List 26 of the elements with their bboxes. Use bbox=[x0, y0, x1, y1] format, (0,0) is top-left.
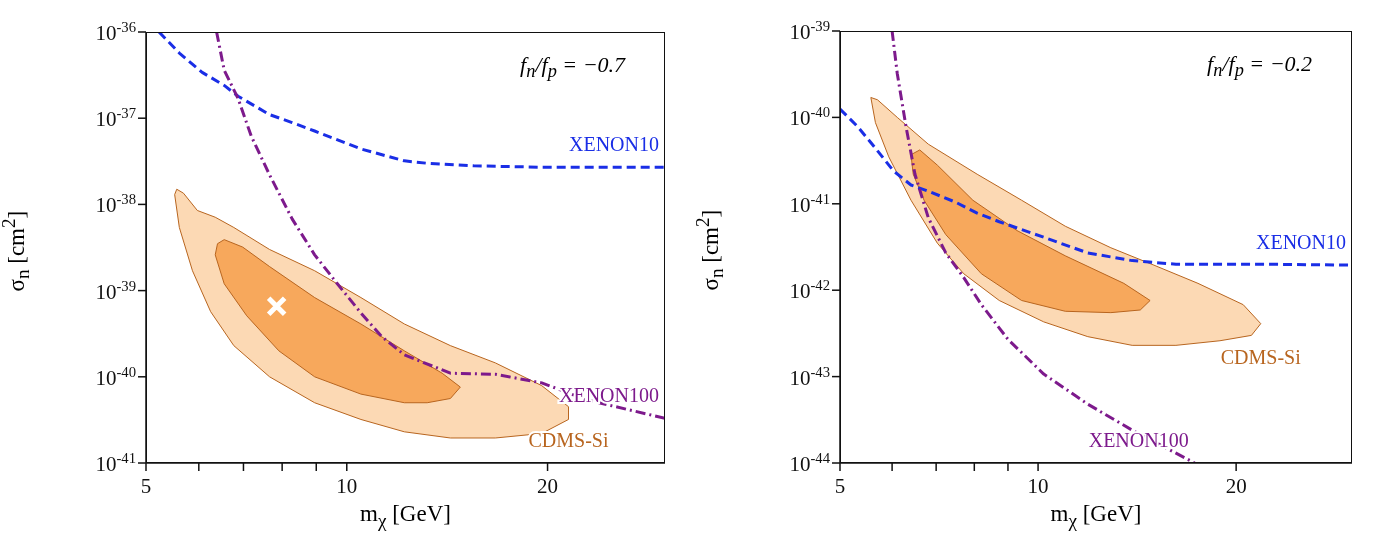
x-tick-label: 5 bbox=[834, 474, 846, 498]
x-tick-label: 5 bbox=[140, 474, 152, 498]
y-tick-label: 10$^{-41}$ bbox=[789, 190, 830, 217]
x-tick-label: 20 bbox=[537, 474, 559, 498]
x-axis-title: m$_{χ}$ [GeV] bbox=[359, 501, 452, 532]
series-label: CDMS-Si bbox=[1220, 345, 1302, 368]
y-tick-label: 10$^{-40}$ bbox=[789, 104, 830, 131]
x-tick-label: 10 bbox=[1027, 474, 1049, 498]
x-tick-label: 10 bbox=[336, 474, 358, 498]
x-tick-label: 20 bbox=[1225, 474, 1247, 498]
series-label: CDMS-Si bbox=[528, 428, 609, 451]
y-tick-label: 10$^{-36}$ bbox=[95, 19, 136, 45]
y-tick-label: 10$^{-40}$ bbox=[95, 363, 136, 390]
annotation: f$_{n}$/f$_{p}$ = −0.2 bbox=[1207, 51, 1312, 82]
y-tick-label: 10$^{-38}$ bbox=[95, 191, 136, 218]
y-tick-label: 10$^{-44}$ bbox=[789, 450, 831, 476]
series-label: XENON10 bbox=[569, 133, 659, 156]
y-tick-label: 10$^{-39}$ bbox=[789, 18, 830, 44]
y-tick-label: 10$^{-42}$ bbox=[789, 277, 830, 304]
annotation: f$_{n}$/f$_{p}$ = −0.7 bbox=[520, 52, 625, 83]
x-axis-title: m$_{χ}$ [GeV] bbox=[1049, 501, 1143, 532]
series-label: XENON10 bbox=[1256, 231, 1346, 254]
y-tick-label: 10$^{-41}$ bbox=[95, 450, 136, 476]
y-tick-label: 10$^{-39}$ bbox=[95, 277, 136, 304]
y-tick-label: 10$^{-37}$ bbox=[95, 105, 136, 132]
y-tick-label: 10$^{-43}$ bbox=[789, 363, 830, 390]
